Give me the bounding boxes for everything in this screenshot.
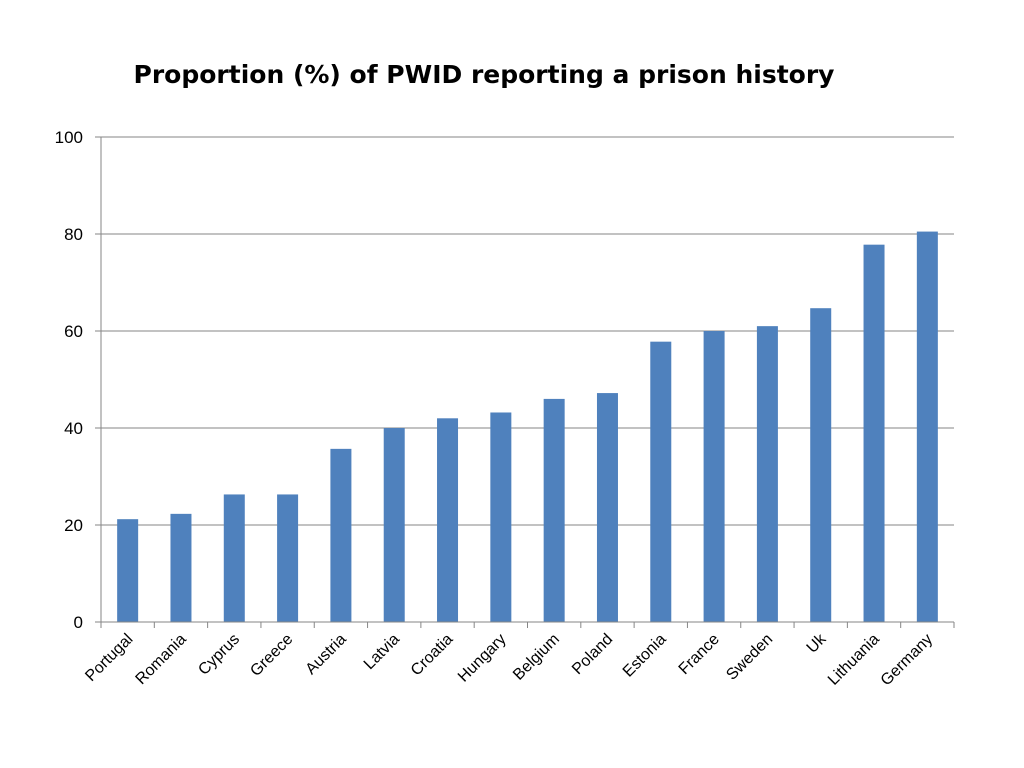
x-tick-label: Portugal — [82, 631, 136, 685]
x-tick-label: Sweden — [723, 631, 776, 684]
bar-uk — [810, 308, 832, 622]
x-tick-label: Poland — [569, 631, 616, 678]
x-tick-label: Lithuania — [825, 631, 883, 689]
chart-title: Proportion (%) of PWID reporting a priso… — [133, 60, 835, 89]
x-tick-label: Cyprus — [195, 631, 243, 679]
bar-sweden — [756, 326, 778, 622]
x-tick-label: Greece — [247, 631, 296, 680]
y-tick-label: 40 — [64, 419, 83, 438]
bar-lithuania — [863, 244, 885, 623]
x-tick-label: France — [676, 631, 723, 678]
bar-estonia — [650, 341, 672, 622]
bar-germany — [916, 231, 938, 622]
bar-france — [703, 331, 725, 622]
bar-latvia — [383, 428, 405, 622]
x-tick-label: Romania — [132, 631, 189, 688]
y-tick-label: 0 — [74, 613, 83, 632]
bar-greece — [277, 494, 299, 622]
bar-croatia — [437, 418, 459, 622]
bar-romania — [170, 513, 192, 622]
x-tick-label: Hungary — [455, 631, 510, 686]
bar-austria — [330, 448, 352, 622]
x-tick-label: Latvia — [361, 631, 403, 673]
bar-portugal — [117, 519, 139, 622]
bar-belgium — [543, 398, 565, 622]
x-tick-label: Austria — [303, 631, 350, 678]
bar-cyprus — [223, 494, 245, 622]
y-tick-label: 60 — [64, 322, 83, 341]
x-tick-label: Belgium — [510, 631, 563, 684]
y-tick-label: 100 — [55, 128, 83, 147]
bar-poland — [596, 393, 618, 622]
bars — [117, 231, 938, 623]
x-tick-label: Uk — [804, 630, 831, 657]
x-tick-label: Estonia — [620, 631, 670, 681]
y-tick-label: 80 — [64, 225, 83, 244]
bar-hungary — [490, 412, 512, 622]
x-tick-label: Germany — [878, 631, 937, 690]
x-tick-label: Croatia — [408, 631, 457, 680]
y-axis-ticks: 0 20 40 60 80 100 — [55, 128, 83, 632]
y-tick-label: 20 — [64, 516, 83, 535]
